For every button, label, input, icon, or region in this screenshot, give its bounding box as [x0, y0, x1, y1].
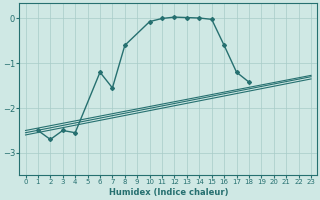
X-axis label: Humidex (Indice chaleur): Humidex (Indice chaleur) [108, 188, 228, 197]
